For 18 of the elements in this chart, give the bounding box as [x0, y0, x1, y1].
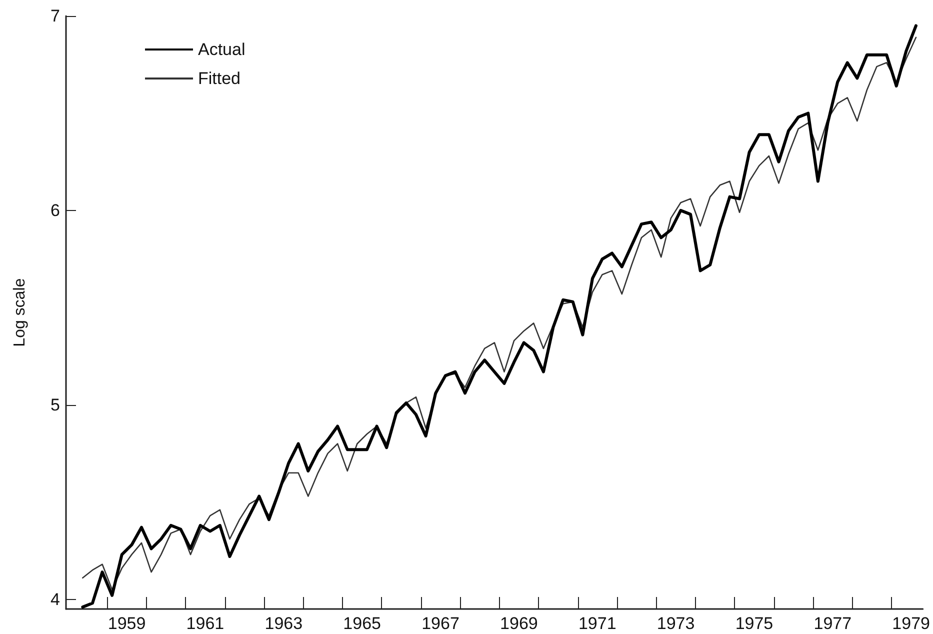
x-tick-label: 1969	[500, 614, 538, 633]
y-tick-label: 7	[50, 6, 60, 26]
legend-label: Fitted	[198, 69, 241, 88]
x-tick-label: 1977	[814, 614, 852, 633]
x-tick-label: 1973	[656, 614, 695, 633]
x-tick-label: 1959	[108, 614, 146, 633]
x-tick-label: 1963	[264, 614, 303, 633]
x-tick-label: 1965	[343, 614, 381, 633]
legend-label: Actual	[198, 40, 246, 59]
x-tick-label: 1975	[735, 614, 774, 633]
x-tick-label: 1971	[578, 614, 616, 633]
y-tick-label: 6	[50, 200, 60, 220]
y-axis-title: Log scale	[12, 278, 28, 347]
x-tick-label: 1967	[422, 614, 460, 633]
x-tick-label: 1979	[892, 614, 930, 633]
y-tick-label: 4	[50, 590, 60, 609]
x-tick-label: 1961	[186, 614, 224, 633]
y-tick-label: 5	[50, 395, 60, 414]
